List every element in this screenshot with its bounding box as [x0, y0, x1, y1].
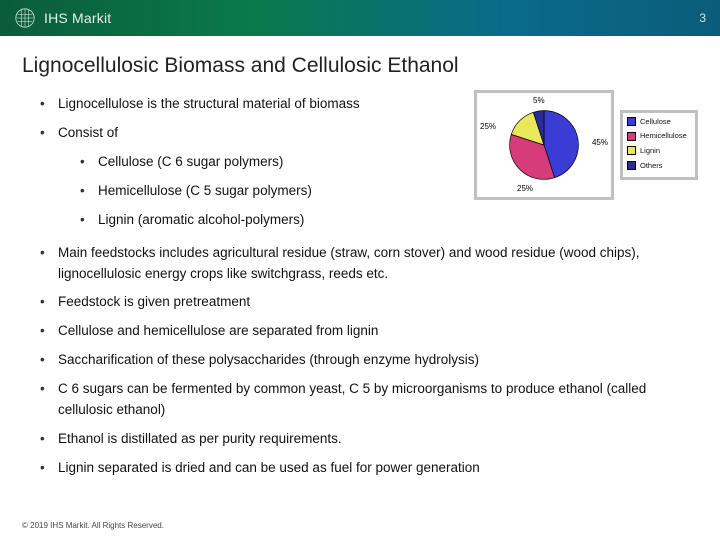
- bullet-item: Lignocellulose is the structural materia…: [40, 94, 466, 115]
- top-row: Lignocellulose is the structural materia…: [22, 94, 698, 239]
- sub-bullet-item: Cellulose (C 6 sugar polymers): [80, 152, 466, 173]
- pie-label-25b: 25%: [480, 121, 496, 133]
- pie-outer: 5% 45% 25% 25%: [474, 90, 614, 200]
- page-title: Lignocellulosic Biomass and Cellulosic E…: [22, 54, 698, 78]
- legend-swatch: [627, 146, 636, 155]
- bullet-text: Cellulose (C 6 sugar polymers): [98, 154, 283, 169]
- pie-inner: 5% 45% 25% 25%: [477, 93, 611, 197]
- pie-label-25a: 25%: [517, 183, 533, 195]
- bullet-item: Lignin separated is dried and can be use…: [40, 458, 698, 479]
- brand-text: IHS Markit: [44, 10, 111, 26]
- bullet-text: Cellulose and hemicellulose are separate…: [58, 323, 378, 338]
- bullet-item: Cellulose and hemicellulose are separate…: [40, 321, 698, 342]
- legend-label: Others: [640, 160, 663, 172]
- legend-swatch: [627, 161, 636, 170]
- legend-swatch: [627, 132, 636, 141]
- content-area: Lignocellulose is the structural materia…: [22, 94, 698, 479]
- legend-item: Hemicellulose: [627, 130, 691, 142]
- bullet-item: C 6 sugars can be fermented by common ye…: [40, 379, 698, 421]
- legend-label: Hemicellulose: [640, 130, 687, 142]
- pie-svg: [501, 102, 587, 188]
- bullet-item: Main feedstocks includes agricultural re…: [40, 243, 698, 285]
- brand-logo-icon: [14, 7, 36, 29]
- bullet-text: Lignin (aromatic alcohol-polymers): [98, 212, 304, 227]
- legend-label: Cellulose: [640, 116, 671, 128]
- bullet-text: Saccharification of these polysaccharide…: [58, 352, 479, 367]
- bullet-item: Consist of Cellulose (C 6 sugar polymers…: [40, 123, 466, 231]
- bullet-text: Main feedstocks includes agricultural re…: [58, 245, 640, 281]
- pie-chart: 5% 45% 25% 25% Cellulose Hemicellulose L…: [474, 90, 698, 200]
- brand: IHS Markit: [14, 7, 111, 29]
- header-bar: IHS Markit 3: [0, 0, 720, 36]
- slide-body: Lignocellulosic Biomass and Cellulosic E…: [0, 36, 720, 479]
- bullets-left: Lignocellulose is the structural materia…: [22, 94, 466, 239]
- legend-swatch: [627, 117, 636, 126]
- bullet-item: Ethanol is distillated as per purity req…: [40, 429, 698, 450]
- page-number: 3: [699, 11, 706, 25]
- bullet-text: Feedstock is given pretreatment: [58, 294, 250, 309]
- legend-item: Others: [627, 160, 691, 172]
- bullet-text: Consist of: [58, 125, 118, 140]
- pie-label-45: 45%: [592, 137, 608, 149]
- pie-label-5: 5%: [533, 95, 545, 107]
- bullet-text: Ethanol is distillated as per purity req…: [58, 431, 342, 446]
- legend: Cellulose Hemicellulose Lignin Others: [620, 110, 698, 181]
- bullet-text: C 6 sugars can be fermented by common ye…: [58, 381, 646, 417]
- footer-copyright: © 2019 IHS Markit. All Rights Reserved.: [22, 521, 164, 530]
- bullet-text: Lignin separated is dried and can be use…: [58, 460, 480, 475]
- legend-item: Cellulose: [627, 116, 691, 128]
- bullet-text: Hemicellulose (C 5 sugar polymers): [98, 183, 312, 198]
- legend-item: Lignin: [627, 145, 691, 157]
- bullet-text: Lignocellulose is the structural materia…: [58, 96, 360, 111]
- bullet-item: Feedstock is given pretreatment: [40, 292, 698, 313]
- bullet-item: Saccharification of these polysaccharide…: [40, 350, 698, 371]
- sub-bullet-item: Lignin (aromatic alcohol-polymers): [80, 210, 466, 231]
- sub-bullet-item: Hemicellulose (C 5 sugar polymers): [80, 181, 466, 202]
- legend-label: Lignin: [640, 145, 660, 157]
